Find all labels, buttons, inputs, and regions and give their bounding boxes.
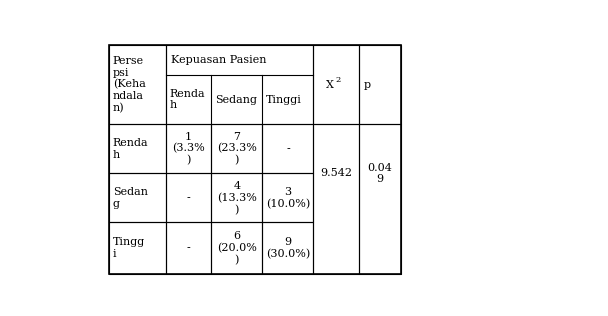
Text: -: -	[187, 243, 190, 253]
Text: Renda
h: Renda h	[170, 89, 206, 111]
Text: 0.04
9: 0.04 9	[367, 162, 392, 184]
Bar	[109, 173, 166, 222]
Bar	[166, 45, 314, 124]
Text: 7
(23.3%
): 7 (23.3% )	[217, 132, 257, 166]
Text: Tinggi: Tinggi	[266, 95, 302, 105]
Text: Renda
h: Renda h	[112, 138, 148, 160]
Text: Sedang: Sedang	[215, 95, 257, 105]
Bar	[109, 124, 166, 173]
Text: -: -	[187, 193, 190, 203]
Text: X: X	[326, 80, 334, 90]
Bar	[109, 45, 401, 274]
Text: 9.542: 9.542	[320, 168, 352, 178]
Text: Tingg
i: Tingg i	[112, 237, 145, 259]
Bar	[166, 124, 211, 173]
Bar	[359, 124, 401, 274]
Text: -: -	[286, 144, 290, 154]
Bar	[359, 45, 401, 124]
Text: 2: 2	[336, 76, 341, 84]
Bar	[263, 173, 314, 222]
Text: p: p	[364, 80, 371, 90]
Bar	[211, 222, 263, 274]
Text: Perse
psi
(Keha
ndala
n): Perse psi (Keha ndala n)	[112, 56, 146, 113]
Text: 1
(3.3%
): 1 (3.3% )	[172, 132, 205, 166]
Text: 9
(30.0%): 9 (30.0%)	[266, 237, 310, 259]
Bar	[314, 45, 359, 124]
Text: 6
(20.0%
): 6 (20.0% )	[217, 231, 257, 265]
Bar	[263, 222, 314, 274]
Bar	[263, 124, 314, 173]
Text: Kepuasan Pasien: Kepuasan Pasien	[171, 55, 266, 65]
Bar	[166, 222, 211, 274]
Bar	[166, 173, 211, 222]
Text: 4
(13.3%
): 4 (13.3% )	[217, 181, 257, 215]
Bar	[109, 222, 166, 274]
Bar	[109, 45, 166, 124]
Bar	[211, 124, 263, 173]
Text: Sedan
g: Sedan g	[112, 187, 148, 209]
Text: 3
(10.0%): 3 (10.0%)	[266, 187, 310, 209]
Bar	[211, 173, 263, 222]
Bar	[314, 124, 359, 274]
